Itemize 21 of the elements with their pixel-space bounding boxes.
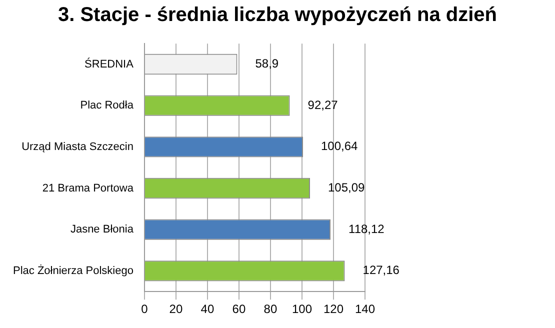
y-tick-label: ŚREDNIA (84, 57, 134, 70)
x-tick-label: 20 (169, 302, 183, 316)
y-tick-label: Plac Żołnierza Polskiego (12, 264, 134, 277)
data-label: 105,09 (328, 180, 366, 195)
x-tick-label: 60 (232, 302, 246, 316)
x-tick-label: 40 (200, 302, 214, 316)
y-tick-label: Plac Rodła (80, 100, 134, 112)
y-tick-label: Jasne Błonia (70, 224, 134, 236)
data-label: 100,64 (320, 139, 358, 154)
data-label: 127,16 (362, 263, 400, 278)
chart-title: 3. Stacje - średnia liczba wypożyczeń na dzień (56, 4, 498, 27)
x-tick-label: 100 (292, 302, 312, 316)
y-tick-label: 21 Brama Portowa (42, 182, 134, 194)
x-tick-label: 120 (323, 302, 344, 316)
data-label: 118,12 (348, 222, 385, 236)
x-tick-label: 140 (354, 302, 376, 316)
x-tick-label: 80 (264, 302, 278, 316)
x-tick-label: 0 (141, 302, 148, 316)
data-label: 58,9 (255, 56, 279, 71)
y-tick-label: Urząd Miasta Szczecin (22, 140, 134, 153)
data-label: 92,27 (308, 98, 338, 112)
